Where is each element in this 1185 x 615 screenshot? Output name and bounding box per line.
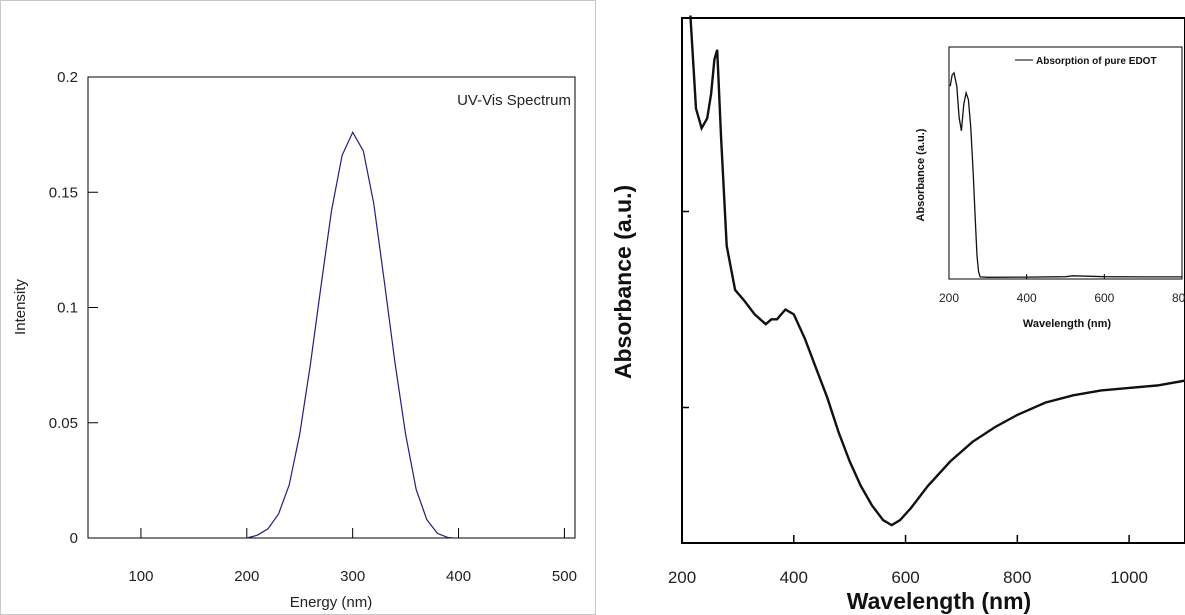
uv-vis-chart-panel: UV-Vis Spectrum 100 200 300 400 500 0 0.05 0.1… <box>0 0 596 615</box>
x-tick-label: 200 <box>668 568 696 587</box>
inset-x-tick-label: 400 <box>1017 291 1037 305</box>
inset-legend-label: Absorption of pure EDOT <box>1036 56 1157 67</box>
y-tick-label: 0.15 <box>49 184 78 201</box>
uv-vis-chart: UV-Vis Spectrum 100 200 300 400 500 0 0.05 0.1… <box>12 69 577 611</box>
inset-x-tick-label: 200 <box>939 291 959 305</box>
absorbance-series-line <box>689 15 1185 527</box>
absorbance-chart-panel: 200 400 600 800 1000 Wavelength (nm) Absorba… <box>601 0 1185 615</box>
inset-plot-area <box>948 46 1183 280</box>
y-tick-label: 0.05 <box>49 415 78 432</box>
inset-y-axis-label: Absorbance (a.u.) <box>915 128 927 221</box>
x-axis-label: Energy (nm) <box>290 594 373 611</box>
plot-area <box>87 76 576 539</box>
y-tick-label: 0.2 <box>57 69 78 86</box>
x-tick-label: 300 <box>340 568 365 585</box>
inset-chart: Absorption of pure EDOT 200 400 600 800 Wav… <box>915 46 1185 330</box>
inset-series-line <box>949 71 1182 278</box>
inset-x-tick-label: 600 <box>1094 291 1114 305</box>
x-axis-label: Wavelength (nm) <box>847 588 1031 614</box>
x-tick-label: 400 <box>780 568 808 587</box>
y-tick-label: 0 <box>70 530 78 547</box>
y-axis-label: Intensity <box>12 279 29 335</box>
inset-x-axis-label: Wavelength (nm) <box>1023 318 1112 330</box>
plot-area <box>681 17 1185 544</box>
x-tick-label: 100 <box>128 568 153 585</box>
inset-x-tick-label: 800 <box>1172 291 1185 305</box>
x-tick-label: 600 <box>891 568 919 587</box>
y-tick-label: 0.1 <box>57 300 78 317</box>
absorbance-chart: 200 400 600 800 1000 Wavelength (nm) Absorba… <box>610 15 1185 614</box>
x-tick-label: 400 <box>446 568 471 585</box>
legend-label: UV-Vis Spectrum <box>457 92 571 109</box>
x-tick-label: 1000 <box>1110 568 1148 587</box>
x-tick-label: 200 <box>234 568 259 585</box>
y-axis-label: Absorbance (a.u.) <box>610 185 636 379</box>
x-tick-label: 500 <box>552 568 577 585</box>
uv-vis-series-line <box>246 130 454 539</box>
x-tick-label: 800 <box>1003 568 1031 587</box>
